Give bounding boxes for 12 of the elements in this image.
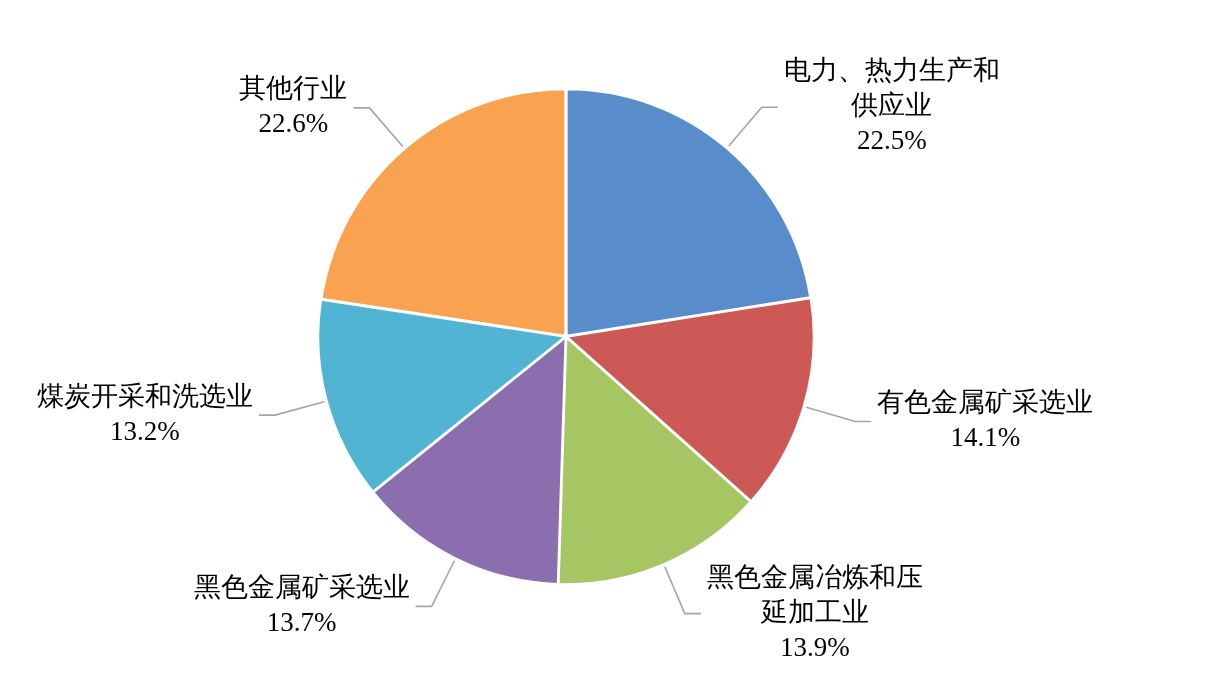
data-label: 13.9% — [780, 631, 850, 662]
slice-label: 其他行业 — [239, 73, 348, 104]
slice-label: 煤炭开采和洗选业 — [36, 380, 253, 411]
slice-label: 电力、热力生产和供应业 — [783, 55, 1000, 121]
data-label: 22.6% — [258, 108, 329, 139]
data-label: 13.7% — [266, 607, 337, 638]
slice-label: 黑色金属冶炼和压延加工业 — [706, 561, 923, 627]
data-label: 13.2% — [110, 415, 180, 446]
slice-label: 黑色金属矿采选业 — [193, 572, 410, 603]
data-label: 22.5% — [856, 125, 927, 156]
slice-label: 有色金属矿采选业 — [877, 387, 1094, 418]
data-label: 14.1% — [950, 422, 1021, 453]
